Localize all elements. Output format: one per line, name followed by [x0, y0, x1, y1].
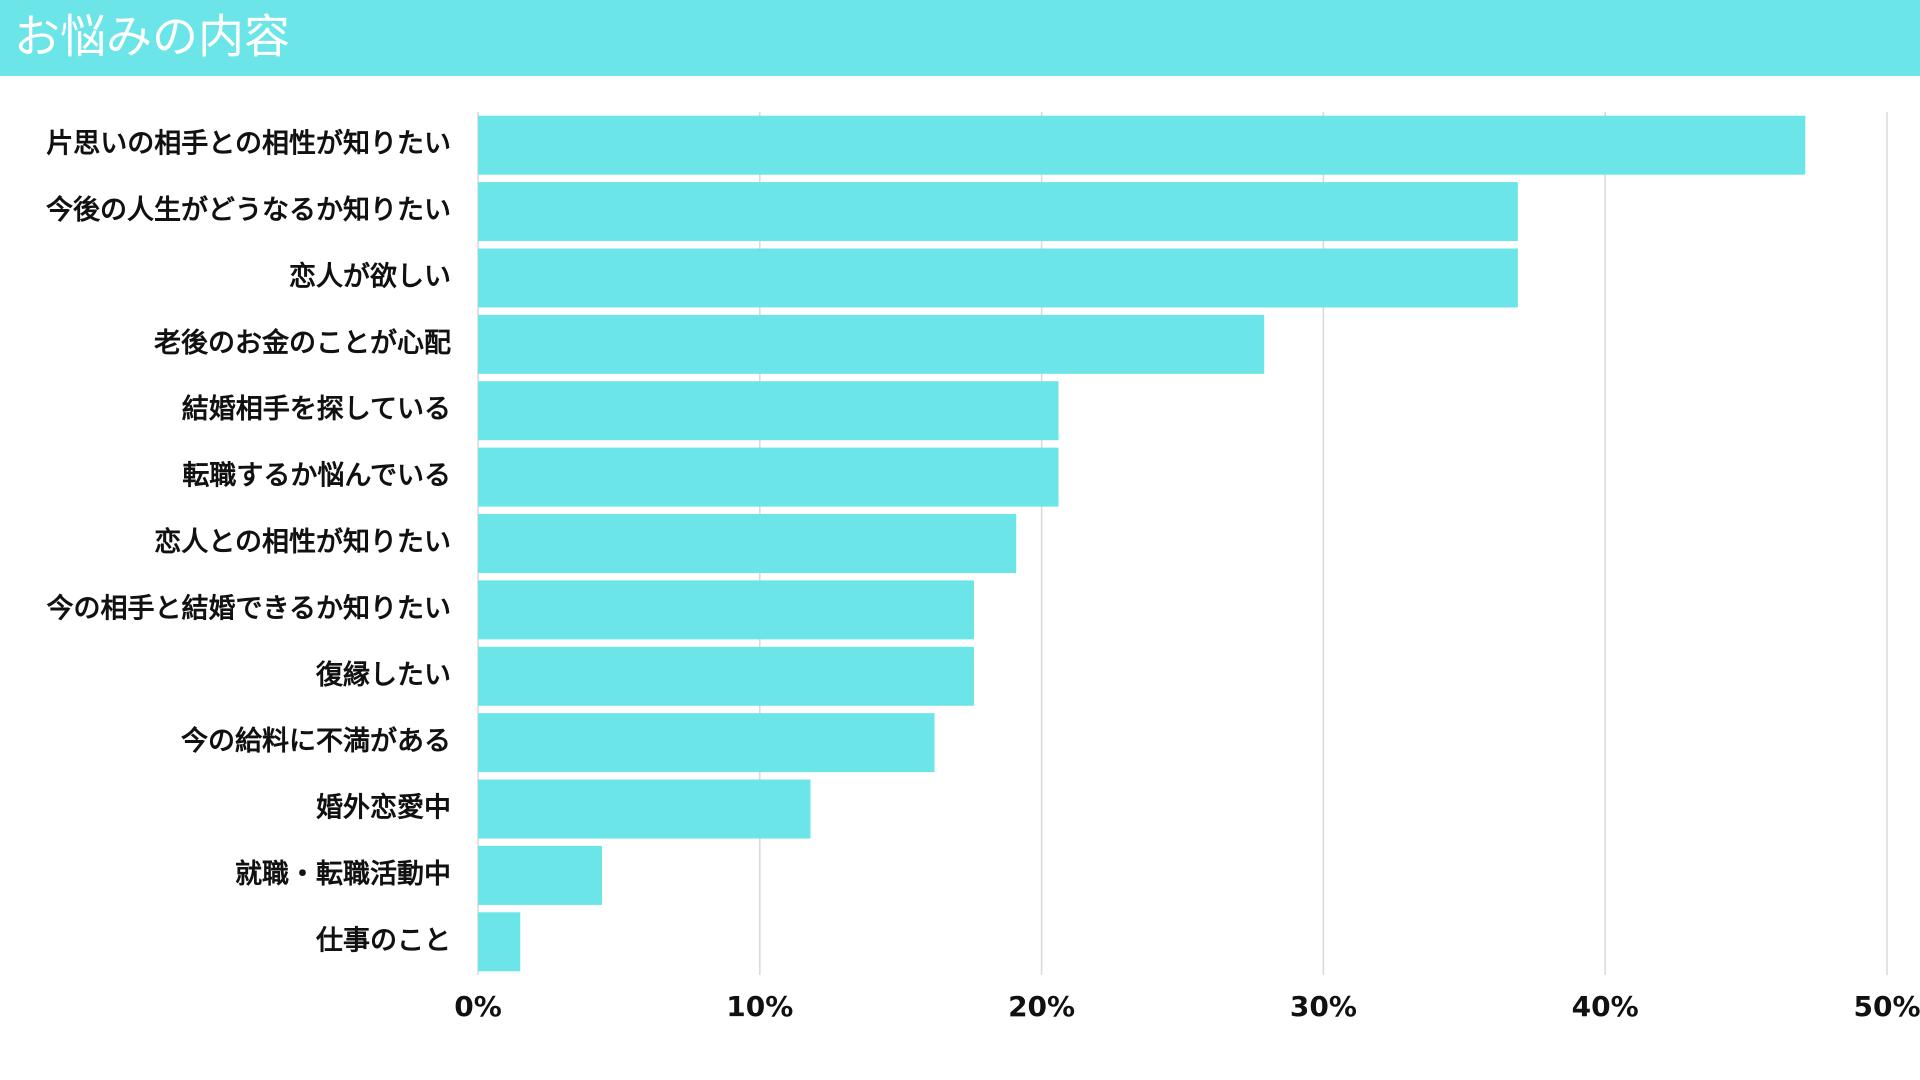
y-tick-label: 就職・転職活動中: [235, 859, 451, 890]
y-tick-label: 復縁したい: [315, 659, 451, 691]
y-tick-label: 転職するか悩んでいる: [182, 461, 451, 492]
x-tick-label: 30%: [1290, 990, 1357, 1023]
y-tick-label: 恋人が欲しい: [289, 260, 451, 292]
bar: [478, 912, 521, 972]
bar: [478, 314, 1265, 374]
y-tick-label: 恋人との相性が知りたい: [154, 526, 451, 558]
bar: [478, 580, 974, 640]
bar: [478, 845, 602, 905]
x-tick-label: 20%: [1008, 990, 1075, 1023]
y-tick-label: 片思いの相手との相性が知りたい: [46, 128, 451, 160]
y-tick-label: 今の相手と結婚できるか知りたい: [47, 592, 451, 624]
x-tick-label: 0%: [454, 990, 502, 1023]
y-tick-label: 仕事のこと: [315, 925, 451, 956]
bar: [478, 381, 1059, 441]
y-tick-label: 今後の人生がどうなるか知りたい: [46, 194, 451, 226]
x-tick-label: 40%: [1572, 990, 1639, 1023]
chart-title: お悩みの内容: [14, 10, 290, 64]
y-tick-label: 今の給料に不満がある: [181, 725, 451, 757]
bar: [478, 447, 1059, 507]
x-tick-label: 50%: [1853, 990, 1920, 1023]
y-tick-label: 婚外恋愛中: [316, 792, 451, 824]
bar: [478, 182, 1518, 242]
header-bar: [0, 0, 1920, 76]
y-tick-label: 結婚相手を探している: [182, 393, 451, 425]
bar: [478, 779, 811, 839]
bar: [478, 115, 1806, 175]
bar: [478, 514, 1017, 573]
bar: [478, 248, 1518, 308]
bar: [478, 646, 974, 706]
x-tick-label: 10%: [726, 990, 793, 1023]
y-tick-label: 老後のお金のことが心配: [154, 327, 451, 359]
bar: [478, 713, 935, 773]
